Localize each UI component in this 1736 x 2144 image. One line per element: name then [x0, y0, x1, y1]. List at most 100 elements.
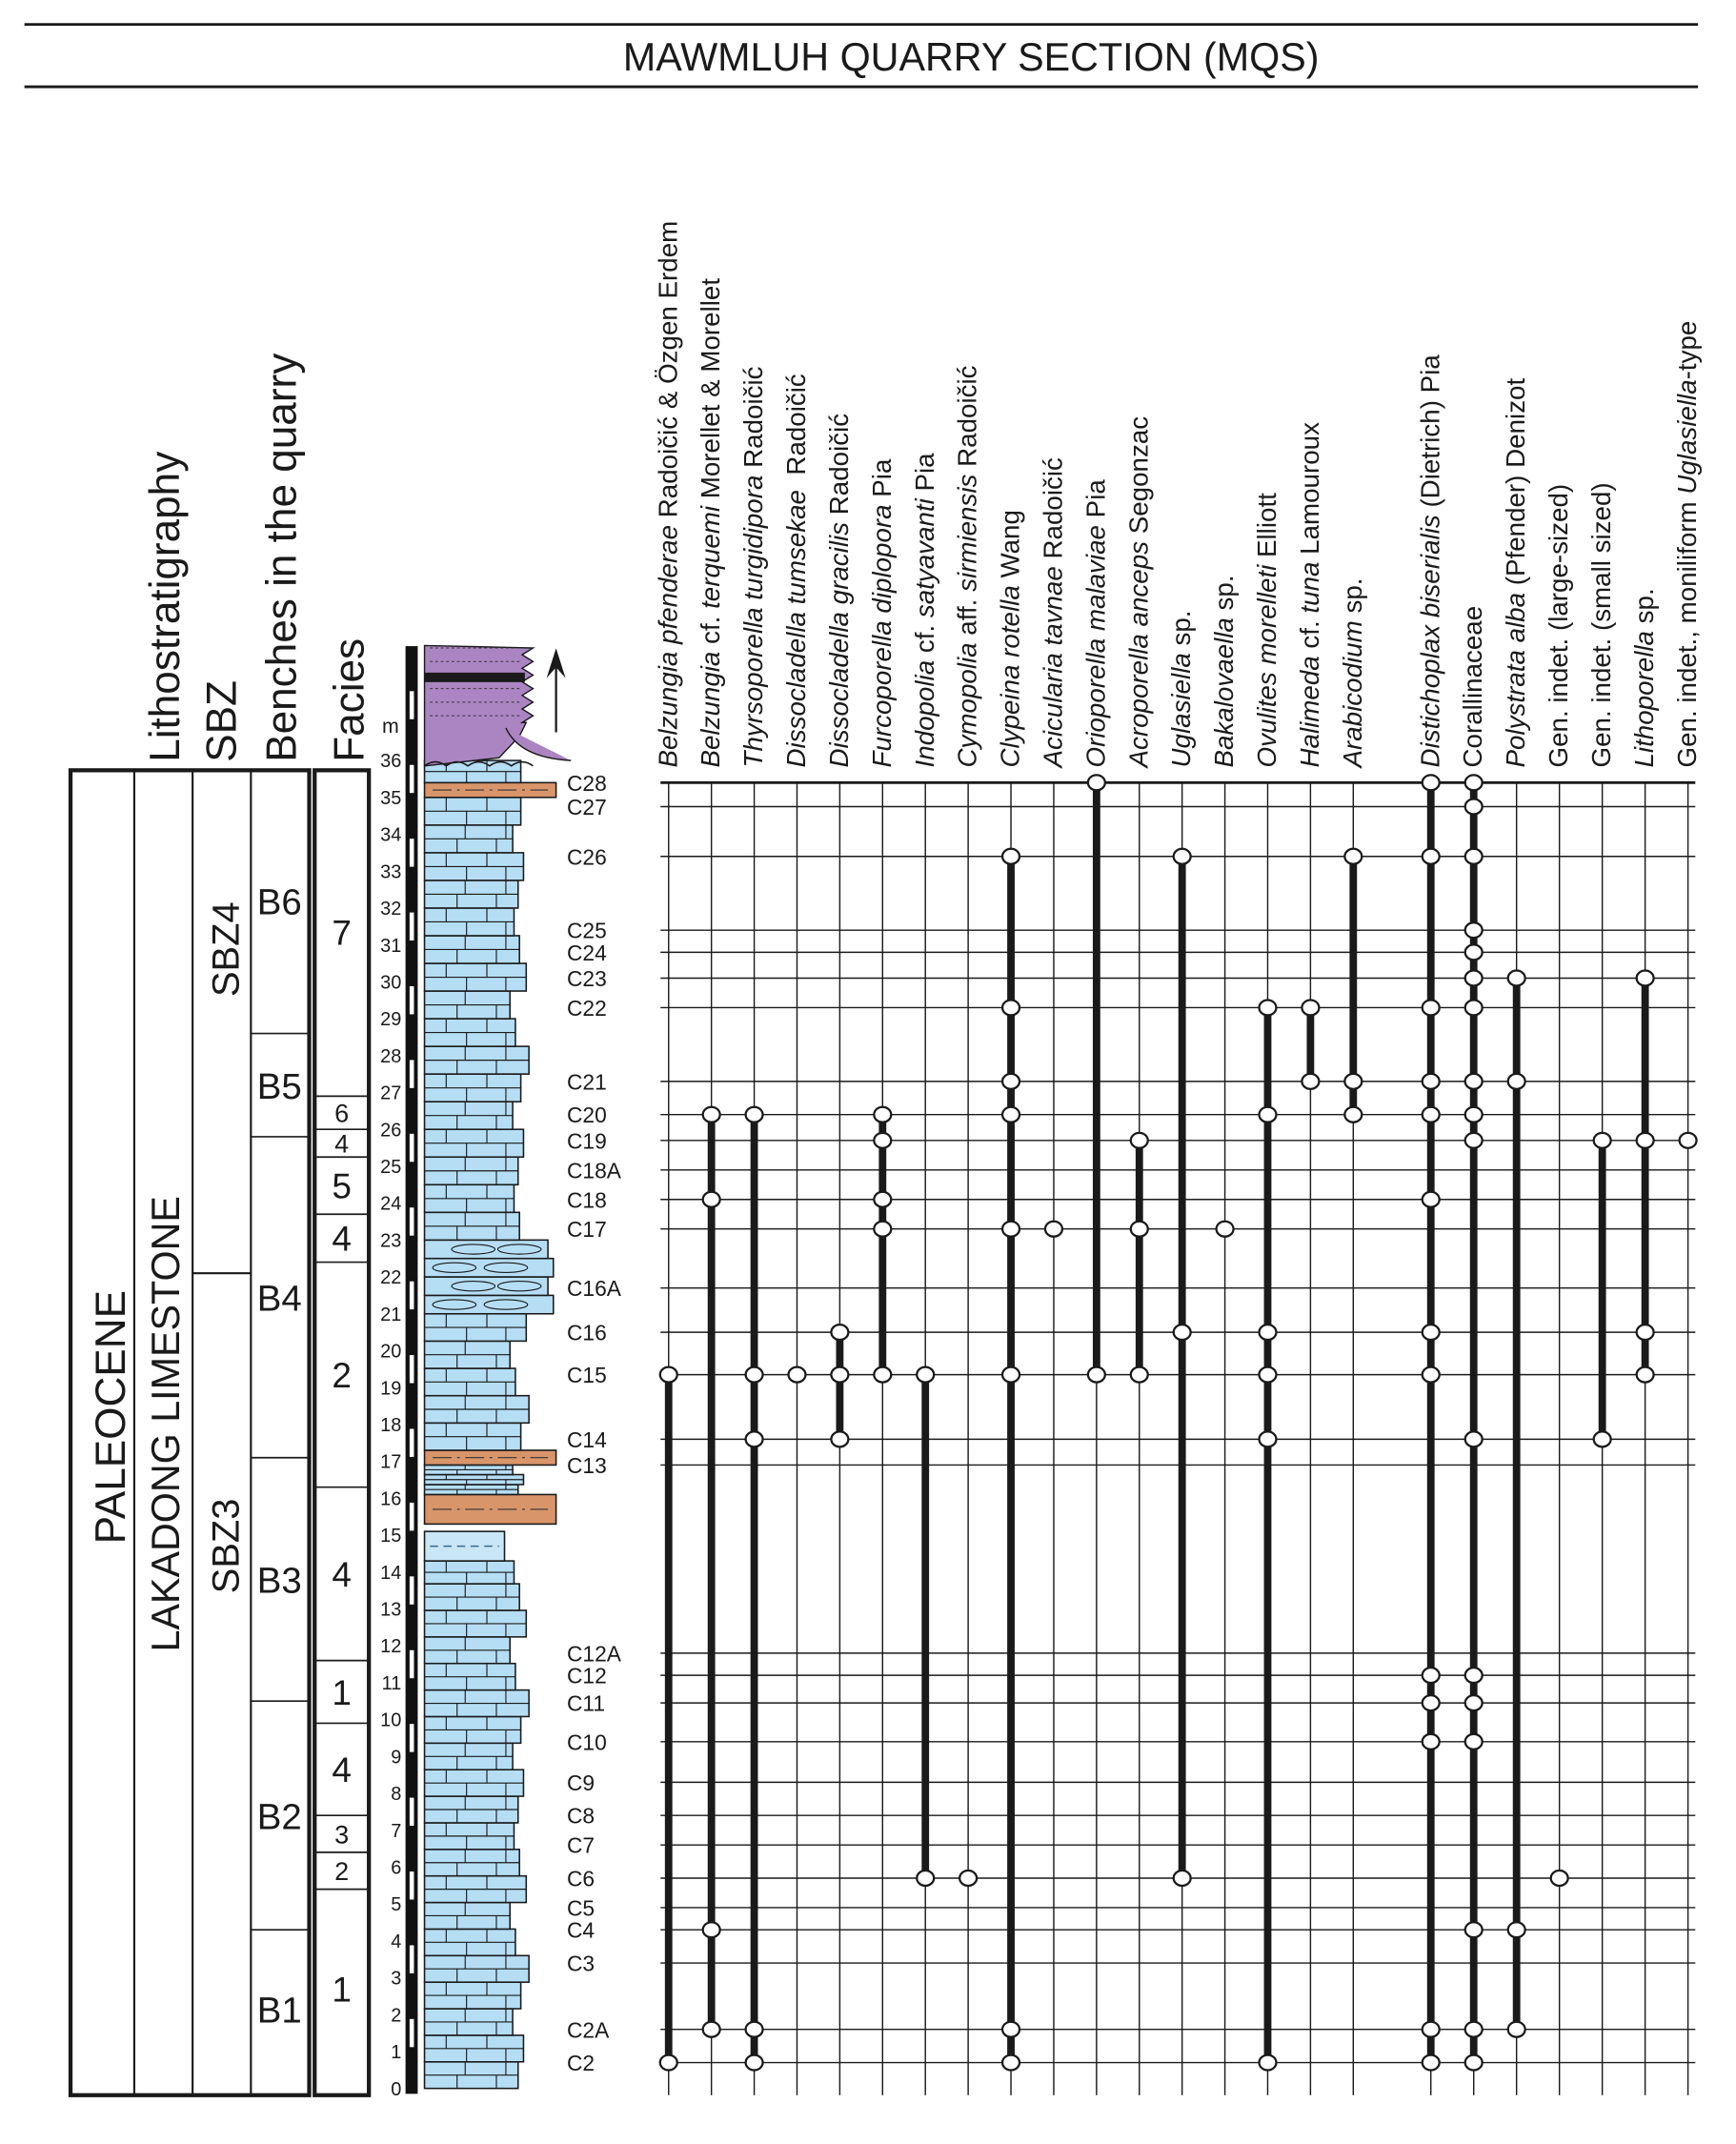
taxon-name-italic: sirmiensis	[953, 474, 982, 591]
depth-tick-label: 19	[380, 1378, 401, 1399]
depth-tick-label: 16	[380, 1488, 401, 1509]
depth-tick-label: 21	[380, 1305, 401, 1325]
sample-label: C13	[567, 1453, 607, 1478]
taxon-name-italic: Acicularia tavnae	[1038, 566, 1067, 769]
sbz-label: SBZ3	[206, 1499, 248, 1594]
sample-label: C26	[567, 844, 607, 869]
erosional-contact	[424, 760, 534, 767]
occurrence-marker	[744, 1105, 764, 1123]
sample-label: C18A	[567, 1158, 622, 1183]
facies-label: 1	[332, 1673, 352, 1712]
occurrence-marker	[1421, 999, 1441, 1017]
nodule	[432, 1299, 477, 1310]
header-lithostratigraphy: Lithostratigraphy	[142, 452, 189, 762]
taxon-name-italic: Thyrsoporella turgidipora	[738, 475, 768, 768]
occurrence-marker	[1421, 774, 1441, 792]
taxon-name: Gen. indet. (large-sized)	[1544, 484, 1573, 768]
depth-tick-label: 14	[380, 1563, 401, 1584]
dark-band	[424, 672, 525, 682]
nodule	[496, 1281, 542, 1292]
taxon-name-italic: Polystrata alba	[1501, 593, 1530, 768]
occurrence-marker	[1258, 1430, 1278, 1448]
taxon-name-roman: (Pfender) Denizot	[1501, 378, 1530, 593]
occurrence-marker	[1129, 1131, 1149, 1149]
occurrence-marker	[1215, 1220, 1235, 1238]
occurrence-marker	[1506, 969, 1526, 987]
taxon-name-roman: Radoičić	[738, 366, 768, 475]
occurrence-marker	[1258, 1105, 1278, 1123]
occurrence-marker	[1000, 2053, 1021, 2072]
occurrence-marker	[830, 1323, 850, 1342]
taxon-name-roman: Lamouroux	[1295, 422, 1324, 562]
taxon-name-italic: Orioporella malaviae	[1080, 525, 1110, 767]
taxon-name: Belzungia cf. terquemi Morellet & Morell…	[696, 278, 725, 768]
header-benches: Benches in the quarry	[258, 354, 305, 762]
sample-label: C21	[567, 1069, 607, 1094]
taxon-name-roman: sp.	[1209, 575, 1239, 617]
occurrence-marker	[1463, 798, 1484, 816]
sample-label: C18	[567, 1187, 607, 1212]
sample-label: C3	[567, 1952, 595, 1976]
nodule	[483, 1262, 529, 1274]
occurrence-marker	[1000, 2020, 1021, 2038]
header-sbz: SBZ	[199, 680, 246, 762]
scale-bar-segment	[409, 839, 414, 867]
depth-tick-label: 27	[380, 1083, 401, 1104]
header-facies: Facies	[326, 638, 373, 762]
occurrence-marker	[1463, 2053, 1484, 2072]
scale-bar-segment	[409, 1871, 414, 1900]
taxon-name: Thyrsoporella turgidipora Radoičić	[738, 366, 768, 767]
depth-tick-label: 0	[391, 2079, 401, 2100]
taxon-name-italic: Lithoporella	[1629, 631, 1659, 767]
occurrence-marker	[1421, 1190, 1441, 1208]
occurrence-marker	[830, 1430, 850, 1448]
taxon-name-italic: satyavanti	[910, 497, 939, 617]
taxon-name: Clypeina rotella Wang	[996, 510, 1025, 767]
occurrence-marker	[1258, 1365, 1278, 1384]
sample-label: C27	[567, 795, 607, 819]
taxon-name: Distichoplax biserialis (Dietrich) Pia	[1415, 354, 1444, 768]
occurrence-marker	[873, 1105, 893, 1123]
depth-tick-label: 23	[380, 1230, 401, 1251]
depth-tick-label: 13	[380, 1600, 401, 1621]
occurrence-marker	[1463, 943, 1484, 961]
sample-label: C9	[567, 1770, 595, 1795]
occurrence-marker	[1463, 921, 1484, 940]
taxon-name-roman: Radoičić	[953, 365, 982, 474]
occurrence-marker	[959, 1869, 979, 1888]
taxon-name-italic: Indopolia	[910, 660, 939, 768]
occurrence-marker	[873, 1190, 893, 1208]
occurrence-marker	[1258, 1323, 1278, 1342]
sample-label: C5	[567, 1896, 595, 1921]
taxon-name: Cymopolia aff. sirmiensis Radoičić	[953, 365, 982, 767]
depth-tick-label: 29	[380, 1009, 401, 1030]
occurrence-marker	[1592, 1131, 1612, 1149]
taxon-name-italic: Arabicodium	[1338, 620, 1367, 769]
taxon-name: Belzungia pfenderae Radoičić & Özgen Erd…	[653, 221, 682, 768]
facies-label: 4	[332, 1220, 352, 1259]
occurrence-marker	[1000, 999, 1021, 1017]
occurrence-marker	[1463, 999, 1484, 1017]
depth-tick-label: 26	[380, 1120, 401, 1141]
taxon-name-roman: Gen. indet., moniliform	[1672, 495, 1702, 768]
scale-bar-segment	[409, 1724, 414, 1752]
occurrence-marker	[873, 1220, 893, 1238]
occurrence-marker	[1172, 847, 1192, 865]
occurrence-marker	[1086, 774, 1106, 792]
taxon-name: Gen. indet. (small sized)	[1586, 482, 1616, 767]
taxon-name: Gen. indet., moniliform Uglasiella-type	[1672, 321, 1702, 768]
facies-label: 5	[332, 1167, 352, 1206]
depth-tick-label: 5	[391, 1894, 401, 1915]
depth-tick-label: 33	[380, 861, 401, 882]
bench-label: B4	[257, 1279, 302, 1320]
taxon-name: Halimeda cf. tuna Lamouroux	[1295, 422, 1324, 768]
taxon-name-roman: sp.	[1629, 588, 1659, 631]
depth-tick-label: 22	[380, 1267, 401, 1288]
occurrence-marker	[1258, 999, 1278, 1017]
taxon-name-roman: Radoičić	[1038, 457, 1067, 566]
taxon-name-roman: -type	[1672, 321, 1702, 380]
sample-label: C24	[567, 941, 607, 965]
taxon-name-roman: Segonzac	[1123, 416, 1153, 541]
depth-tick-label: 35	[380, 788, 401, 809]
taxon-name-roman: sp.	[1166, 610, 1196, 653]
